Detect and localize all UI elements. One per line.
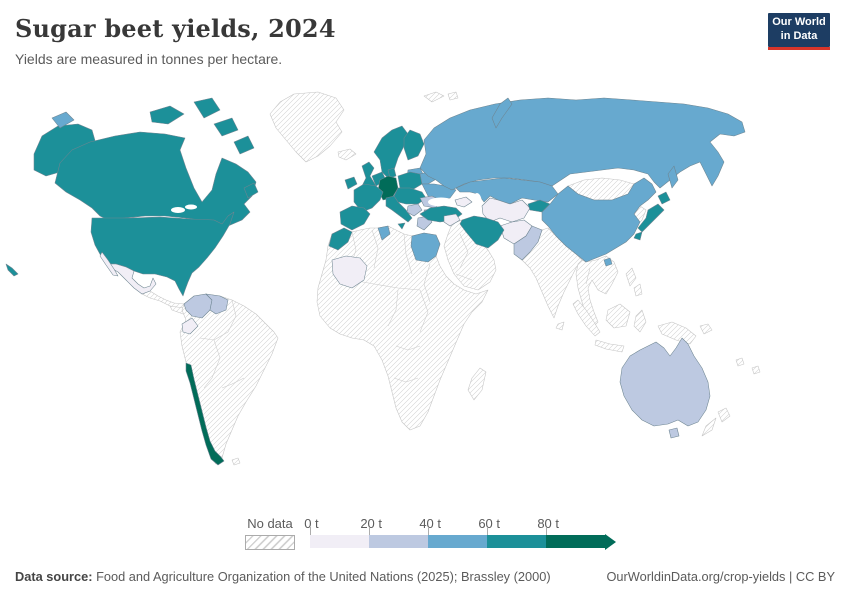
legend-tick — [310, 527, 311, 535]
country-venezuela[interactable] — [205, 293, 229, 315]
data-source-text: Data source: Food and Agriculture Organi… — [15, 569, 551, 584]
region-newfoundland[interactable] — [243, 182, 259, 199]
great-lakes-2 — [185, 204, 197, 210]
region-sakhalin[interactable] — [667, 165, 679, 189]
legend-tick — [487, 527, 488, 535]
caspian-sea — [472, 193, 482, 215]
country-egypt[interactable] — [410, 232, 441, 263]
country-iran[interactable] — [459, 215, 505, 249]
legend-tick — [428, 527, 429, 535]
owid-logo-accent-bar — [768, 47, 830, 50]
country-canada[interactable] — [54, 131, 257, 227]
footer-right: OurWorldinData.org/crop-yields | CC BY — [606, 569, 835, 584]
legend-bin-0-20[interactable] — [310, 535, 369, 548]
region-caucasus[interactable] — [454, 196, 473, 208]
island-borneo[interactable] — [605, 303, 631, 329]
country-new-zealand[interactable] — [701, 407, 731, 437]
great-lakes — [171, 207, 185, 213]
country-iceland[interactable] — [337, 148, 357, 161]
country-philippines[interactable] — [625, 267, 643, 297]
legend-tick — [546, 527, 547, 535]
region-baja-california[interactable] — [99, 251, 119, 277]
country-japan[interactable] — [633, 191, 671, 241]
country-ireland[interactable] — [344, 176, 358, 190]
legend-tick-label-80: 80 t — [537, 516, 560, 531]
country-greenland[interactable] — [269, 91, 345, 163]
region-canadian-arctic-islands[interactable] — [149, 97, 255, 155]
region-tasmania[interactable] — [668, 427, 680, 439]
country-mali[interactable] — [331, 255, 368, 289]
region-central-europe[interactable] — [393, 187, 427, 205]
legend-tick-label-20: 20 t — [360, 516, 383, 531]
region-spain-portugal[interactable] — [339, 205, 371, 231]
country-syria[interactable] — [443, 213, 461, 227]
country-finland[interactable] — [403, 129, 425, 161]
legend-tick-label-60: 60 t — [478, 516, 501, 531]
country-chile[interactable] — [185, 362, 225, 466]
country-pakistan[interactable] — [513, 225, 543, 261]
legend-tick-label-0: 0 t — [304, 516, 319, 531]
country-tunisia[interactable] — [377, 225, 391, 241]
legend-bin-20-40[interactable] — [369, 535, 428, 548]
country-denmark[interactable] — [387, 167, 397, 179]
country-china[interactable] — [541, 177, 657, 263]
legend-no-data-label: No data — [247, 516, 293, 531]
world-choropleth-map — [5, 91, 761, 466]
owid-logo-line1: Our World — [772, 16, 826, 29]
legend-bin-40-60[interactable] — [428, 535, 487, 548]
country-sri-lanka[interactable] — [555, 321, 565, 331]
legend-no-data-swatch[interactable] — [245, 535, 295, 550]
region-south-america[interactable] — [179, 293, 279, 465]
island-sumatra[interactable] — [572, 299, 601, 337]
country-morocco[interactable] — [328, 227, 353, 251]
owid-logo[interactable]: Our World in Data — [768, 13, 830, 50]
data-source-label: Data source: — [15, 569, 93, 584]
country-svalbard[interactable] — [423, 91, 459, 103]
footer: Data source: Food and Agriculture Organi… — [15, 569, 835, 584]
region-hawaii[interactable] — [5, 263, 19, 277]
region-chukotka-russia[interactable] — [51, 111, 75, 129]
country-australia[interactable] — [619, 337, 711, 427]
island-sulawesi[interactable] — [633, 309, 647, 333]
region-western-balkans[interactable] — [406, 203, 423, 217]
country-united-states[interactable] — [90, 211, 235, 297]
region-pacific-islands[interactable] — [735, 357, 761, 375]
country-madagascar[interactable] — [467, 367, 487, 401]
legend-tick — [369, 527, 370, 535]
legend-bin-80-plus[interactable] — [546, 535, 605, 548]
chart-subtitle: Yields are measured in tonnes per hectar… — [15, 51, 283, 67]
region-novaya-zemlya[interactable] — [491, 97, 513, 129]
black-sea — [428, 197, 454, 207]
country-russia[interactable] — [419, 97, 746, 191]
footer-link[interactable]: OurWorldinData.org/crop-yields — [606, 569, 786, 584]
region-southeast-asia[interactable] — [575, 255, 619, 329]
country-italy[interactable] — [385, 195, 413, 230]
legend-arrow — [605, 533, 616, 550]
country-poland[interactable] — [397, 171, 423, 191]
country-ecuador[interactable] — [181, 317, 199, 335]
footer-license[interactable]: CC BY — [795, 569, 835, 584]
data-source-value: Food and Agriculture Organization of the… — [92, 569, 551, 584]
page-title: Sugar beet yields, 2024 — [15, 14, 336, 43]
region-norway-sweden[interactable] — [373, 125, 409, 179]
island-new-guinea[interactable] — [657, 321, 713, 345]
footer-separator: | — [785, 569, 796, 584]
owid-logo-line2: in Data — [780, 30, 818, 42]
region-hainan[interactable] — [603, 257, 613, 267]
country-france[interactable] — [353, 183, 384, 213]
legend-bin-60-80[interactable] — [487, 535, 546, 548]
legend-tick-label-40: 40 t — [419, 516, 442, 531]
country-falklands[interactable] — [231, 457, 241, 466]
island-java[interactable] — [594, 339, 625, 353]
country-mexico[interactable] — [107, 263, 157, 295]
